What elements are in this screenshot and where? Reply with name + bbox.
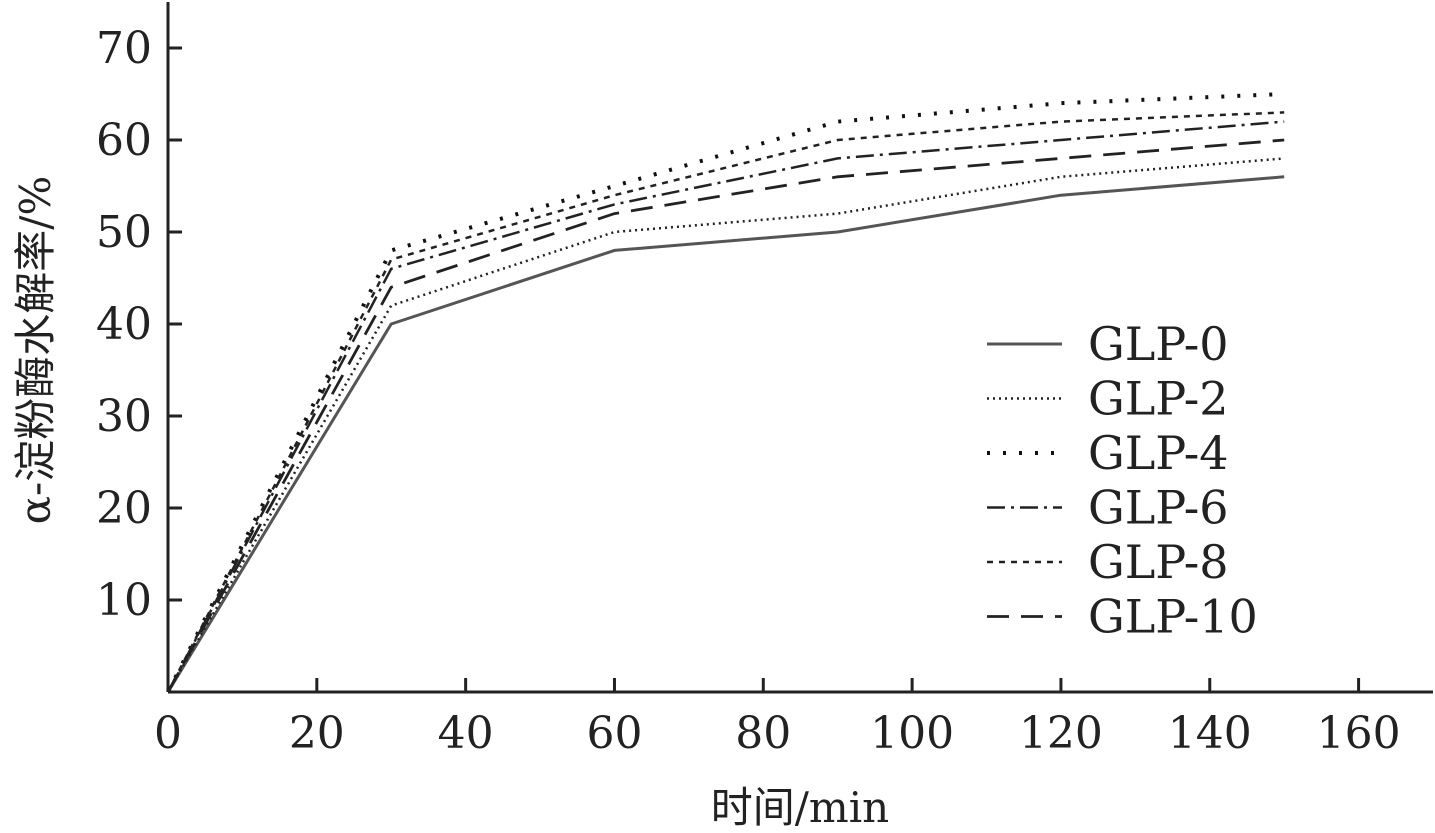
y-tick-label: 30 bbox=[96, 391, 152, 442]
series-line-glp-0 bbox=[166, 175, 1285, 693]
series-lines bbox=[166, 92, 1285, 693]
legend-label: GLP-6 bbox=[1088, 481, 1229, 535]
y-tick-label: 70 bbox=[96, 23, 152, 74]
x-tick-label: 140 bbox=[1168, 708, 1252, 759]
axes: 0 20 40 60 80 100 120 140 160 10 20 30 40 50 60 70 bbox=[96, 2, 1433, 759]
legend-label: GLP-8 bbox=[1088, 535, 1229, 589]
x-tick-label: 160 bbox=[1317, 708, 1401, 759]
legend-label: GLP-4 bbox=[1088, 426, 1229, 480]
x-tick-label: 0 bbox=[154, 708, 182, 759]
x-tick-label: 40 bbox=[438, 708, 494, 759]
legend-label: GLP-0 bbox=[1088, 317, 1229, 371]
y-axis-label: α-淀粉酶水解率/% bbox=[11, 176, 60, 525]
y-tick-label: 60 bbox=[96, 115, 152, 166]
legend-label: GLP-10 bbox=[1088, 590, 1258, 644]
series-line-glp-2 bbox=[166, 157, 1285, 693]
y-tick-label: 50 bbox=[96, 207, 152, 258]
legend-label: GLP-2 bbox=[1088, 372, 1229, 426]
y-tick-label: 20 bbox=[96, 483, 152, 534]
series-line-glp-10 bbox=[166, 138, 1285, 693]
x-axis-label: 时间/min bbox=[711, 783, 889, 832]
x-tick-label: 80 bbox=[735, 708, 791, 759]
x-tick-label: 100 bbox=[870, 708, 954, 759]
x-tick-label: 60 bbox=[586, 708, 642, 759]
y-tick-label: 10 bbox=[96, 575, 152, 626]
x-tick-label: 120 bbox=[1019, 708, 1103, 759]
x-tick-label: 20 bbox=[289, 708, 345, 759]
series-line-glp-8 bbox=[166, 111, 1285, 693]
y-tick-label: 40 bbox=[96, 299, 152, 350]
series-line-glp-6 bbox=[166, 120, 1285, 693]
